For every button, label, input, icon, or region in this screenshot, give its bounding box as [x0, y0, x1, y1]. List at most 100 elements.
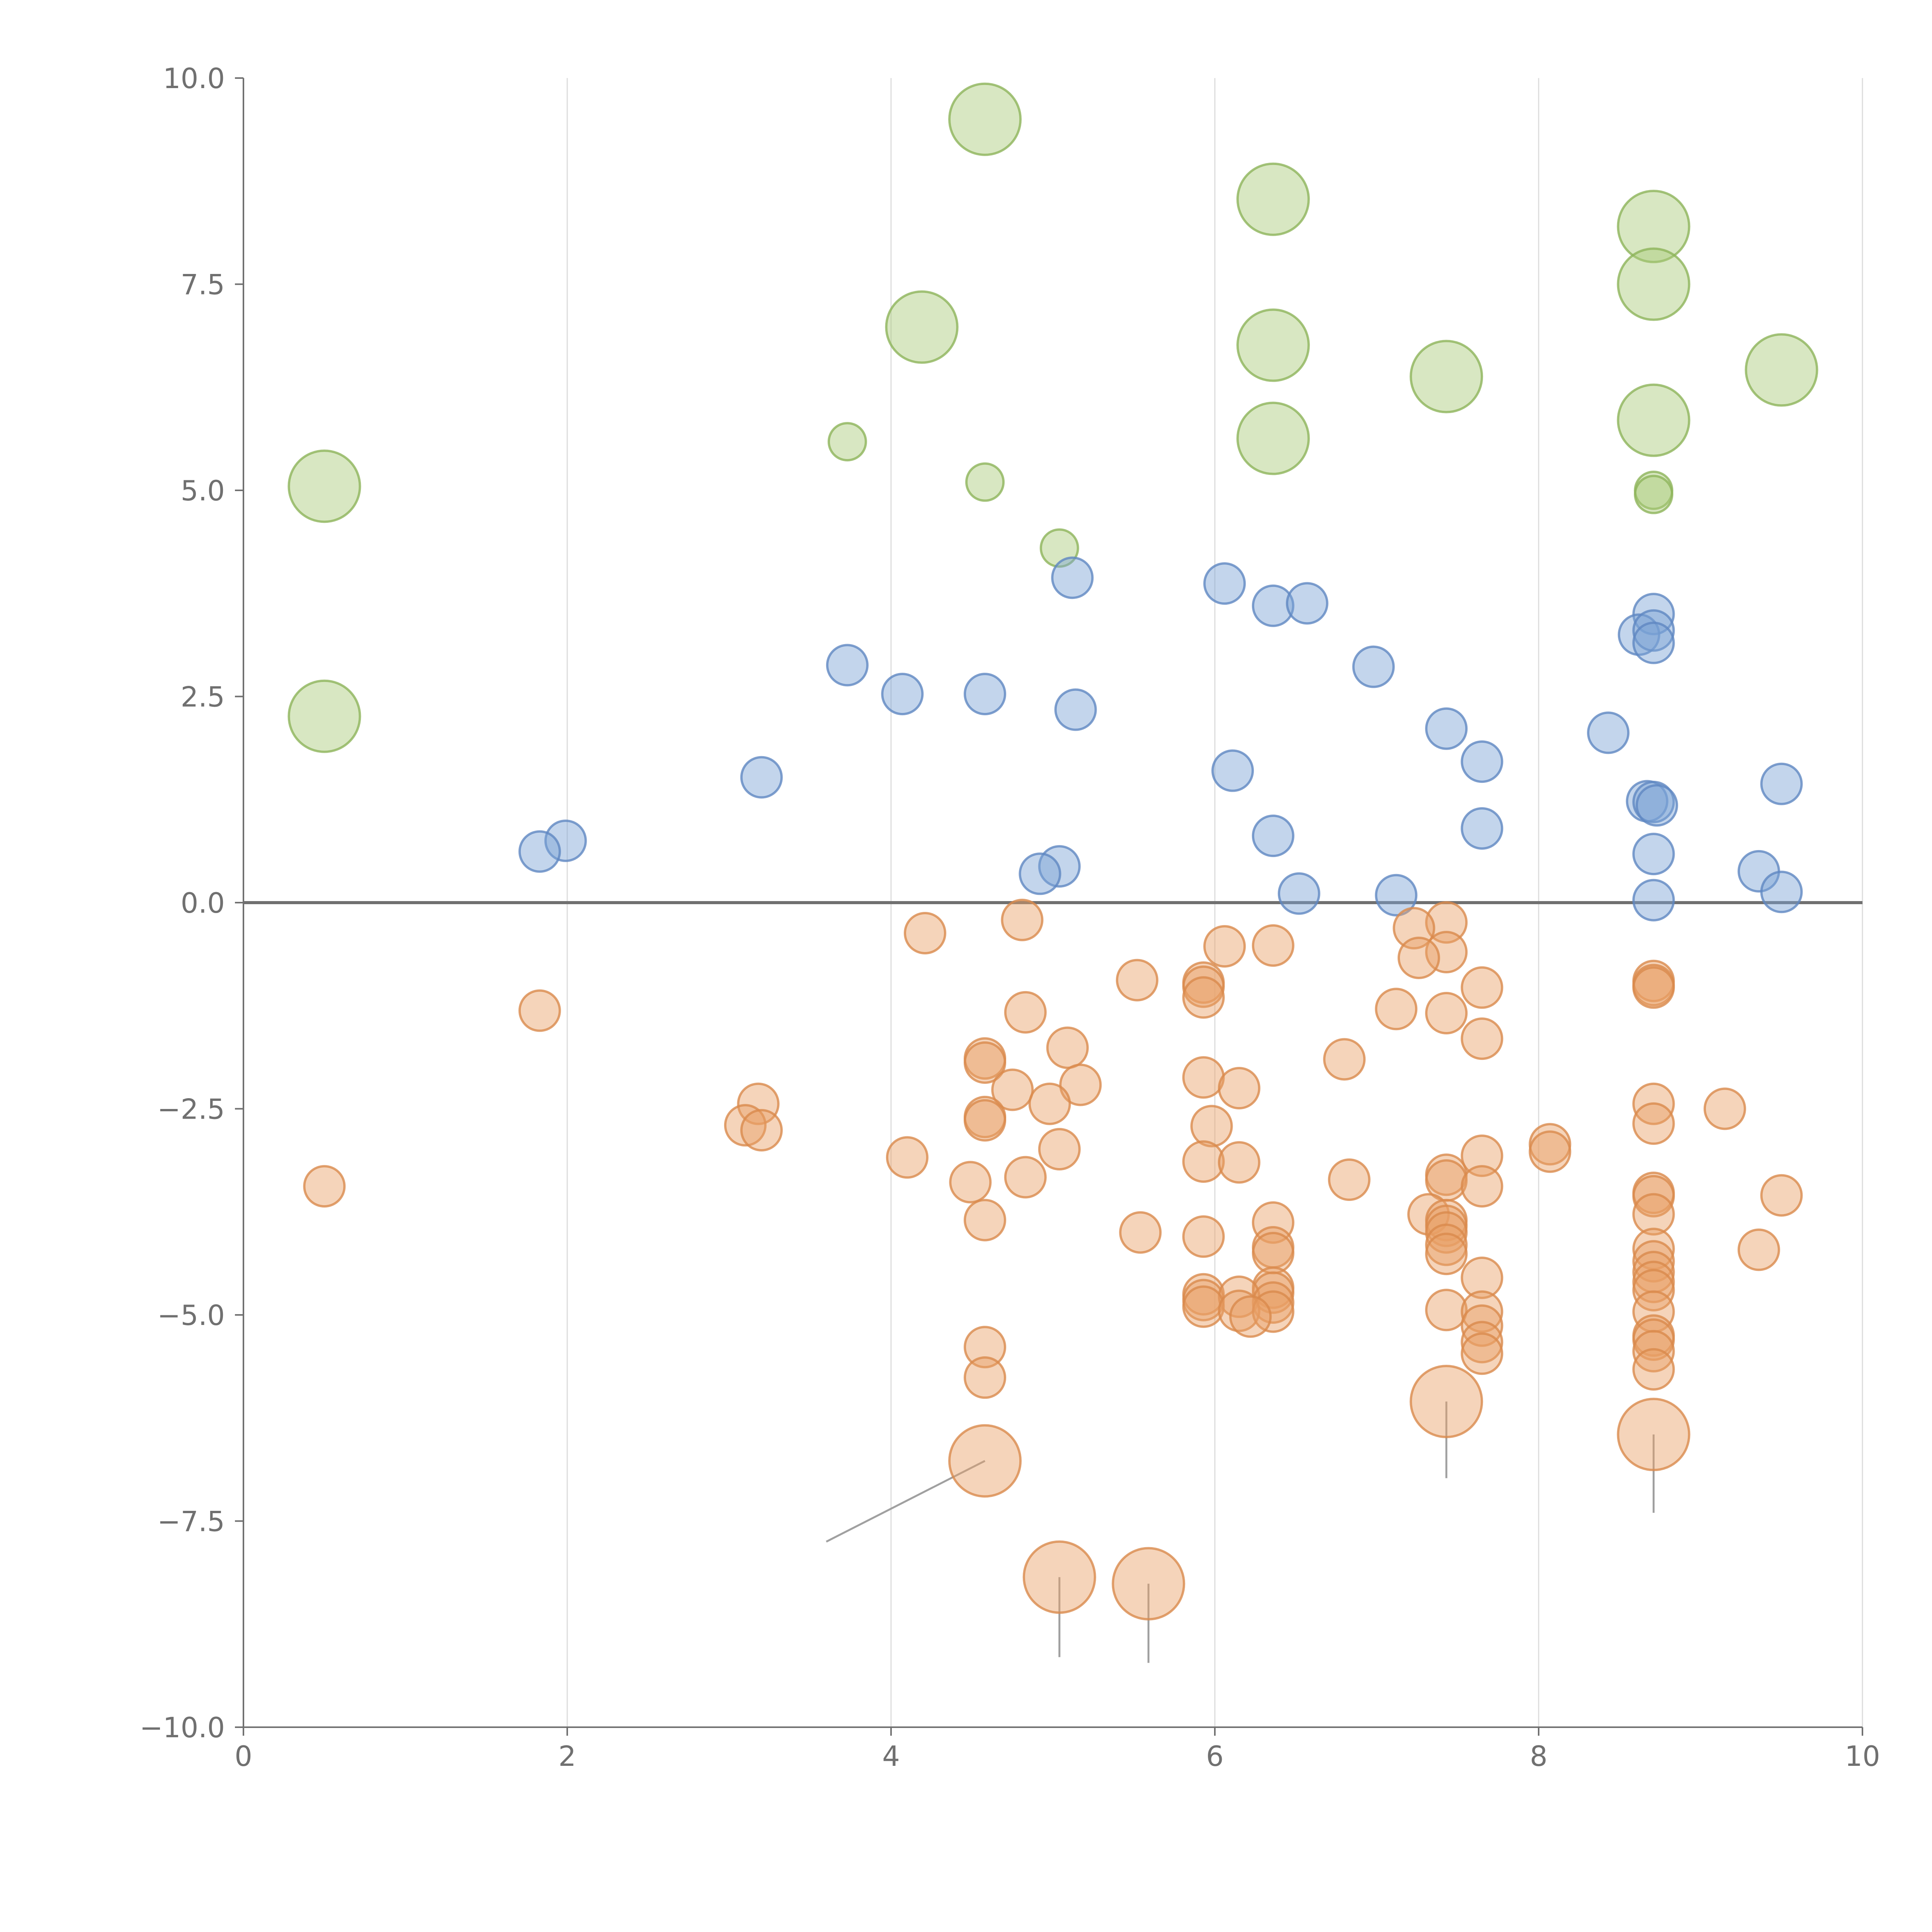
data-point: [1632, 1318, 1675, 1361]
data-point: [1410, 340, 1483, 413]
data-point: [964, 1326, 1007, 1369]
data-point: [1119, 1211, 1162, 1254]
leader-line: [826, 1460, 986, 1543]
data-point: [1001, 898, 1044, 941]
data-point: [1632, 1330, 1675, 1372]
data-point: [1236, 162, 1310, 236]
data-point: [1004, 1156, 1047, 1199]
data-point: [827, 422, 867, 462]
data-point: [1461, 1332, 1503, 1375]
data-point: [740, 756, 783, 799]
data-point: [1038, 1128, 1081, 1171]
data-point: [1461, 807, 1503, 850]
data-point: [948, 82, 1022, 156]
data-point: [1617, 1398, 1690, 1471]
data-point: [1218, 1067, 1260, 1110]
data-point: [724, 1104, 767, 1147]
data-point: [1632, 966, 1675, 1009]
y-tick-label: −2.5: [157, 1093, 225, 1126]
y-tick-label: 5.0: [180, 474, 225, 507]
data-point: [1182, 1140, 1225, 1183]
data-point: [1529, 1130, 1571, 1173]
data-point: [518, 830, 561, 873]
data-point: [1617, 383, 1690, 457]
data-point: [1461, 966, 1503, 1009]
y-tick-label: −10.0: [139, 1711, 225, 1744]
data-point: [965, 462, 1005, 502]
data-point: [1203, 925, 1246, 968]
leader-lines: [826, 1401, 1655, 1663]
y-tick-label: 10.0: [163, 62, 225, 95]
y-tick-label: −5.0: [157, 1299, 225, 1332]
data-points: [287, 82, 1818, 1621]
data-point: [1022, 1540, 1096, 1614]
x-tick-label: 6: [1206, 1740, 1224, 1772]
data-point: [826, 644, 869, 687]
data-point: [1461, 740, 1503, 783]
data-point: [1028, 1082, 1071, 1125]
data-point: [1425, 901, 1468, 944]
data-point: [1252, 1201, 1294, 1244]
data-point: [1203, 562, 1246, 605]
data-point: [1632, 1175, 1675, 1218]
data-point: [1252, 1281, 1294, 1324]
data-point: [1632, 609, 1675, 652]
data-point: [1760, 1174, 1803, 1217]
data-point: [1703, 1087, 1746, 1130]
data-point: [1229, 1295, 1272, 1338]
data-point: [1046, 1026, 1089, 1069]
data-point: [1461, 1321, 1503, 1364]
y-tick-label: 2.5: [180, 681, 225, 713]
data-point: [1587, 711, 1630, 754]
data-point: [1397, 936, 1440, 979]
data-point: [964, 1356, 1007, 1399]
data-point: [885, 290, 959, 364]
data-point: [1634, 474, 1673, 514]
data-point: [287, 449, 361, 523]
data-point: [1252, 815, 1294, 857]
x-tick-label: 10: [1845, 1740, 1880, 1772]
data-point: [1617, 247, 1690, 321]
data-point: [886, 1136, 929, 1179]
data-point: [964, 1041, 1007, 1084]
data-point: [1182, 976, 1225, 1019]
data-point: [544, 819, 587, 862]
data-point: [1190, 1105, 1233, 1148]
data-point: [1461, 1290, 1503, 1333]
data-point: [1277, 872, 1320, 915]
data-point: [1236, 308, 1310, 382]
data-point: [1218, 1141, 1260, 1184]
x-tick-label: 0: [235, 1740, 252, 1772]
data-point: [1632, 1193, 1675, 1236]
data-point: [1632, 879, 1675, 922]
data-point: [1182, 965, 1225, 1008]
data-point: [1323, 1038, 1366, 1081]
data-point: [964, 1099, 1007, 1142]
data-point: [1059, 1063, 1102, 1106]
data-point: [303, 1165, 346, 1208]
data-point: [1252, 924, 1294, 967]
data-point: [1737, 1228, 1780, 1271]
data-point: [1635, 784, 1678, 827]
data-point: [1211, 749, 1254, 792]
x-tick-label: 2: [558, 1740, 576, 1772]
data-point: [948, 1424, 1022, 1498]
data-point: [1425, 707, 1468, 750]
data-point: [949, 1161, 992, 1204]
data-point: [1112, 1547, 1185, 1621]
data-point: [1352, 645, 1395, 688]
y-tick-label: −7.5: [157, 1505, 225, 1538]
y-axis-ticks: 10.0 7.5 5.0 2.5 0.0 −2.5 −5.0 −7.5 −10.0: [139, 62, 243, 1744]
y-tick-label: 7.5: [180, 269, 225, 301]
data-point: [1182, 1215, 1225, 1258]
data-point: [1617, 613, 1660, 656]
data-point: [1218, 1289, 1260, 1332]
data-point: [1019, 852, 1061, 895]
data-point: [1617, 190, 1690, 264]
data-point: [1632, 781, 1675, 823]
data-point: [740, 1109, 783, 1151]
data-point: [1461, 1017, 1503, 1060]
data-point: [1425, 931, 1468, 974]
data-point: [903, 912, 946, 954]
